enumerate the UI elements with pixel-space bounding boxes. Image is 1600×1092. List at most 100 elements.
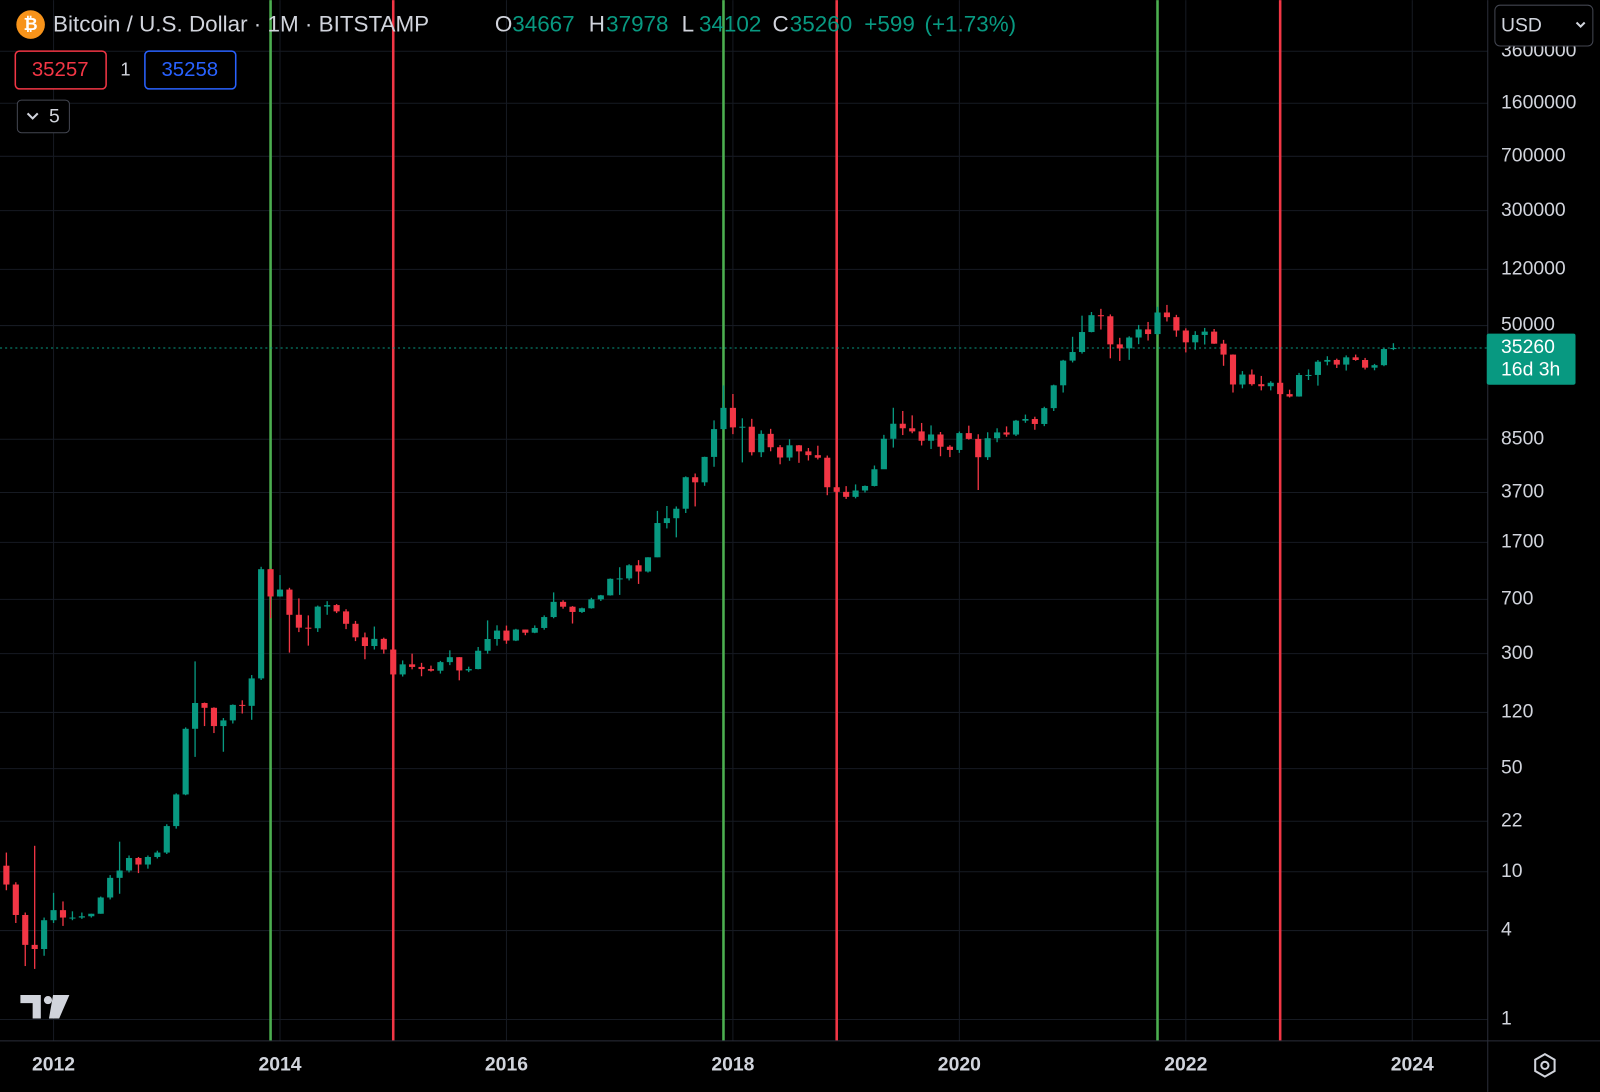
candle-body [342, 611, 350, 624]
x-tick-label: 2014 [258, 1054, 301, 1076]
price-tag-value: 35260 [1501, 336, 1555, 358]
candle-body [975, 438, 982, 458]
candle-body [871, 469, 878, 486]
candle-body [1041, 408, 1048, 424]
candle-body [654, 523, 661, 558]
y-tick-label: 120 [1501, 701, 1534, 723]
candle-body [531, 627, 538, 633]
candle-body [1145, 329, 1152, 335]
candle-body [918, 431, 925, 441]
candle-body [541, 617, 548, 628]
ohlc-label: H [589, 12, 605, 37]
candle-body [399, 664, 406, 675]
buy-price: 35258 [161, 59, 218, 81]
settings-icon [1540, 1060, 1550, 1070]
candle-body [1154, 312, 1161, 335]
candle-body [890, 423, 897, 439]
chart-title[interactable]: Bitcoin / U.S. Dollar · 1M · BITSTAMP [53, 12, 429, 37]
candle-body [720, 407, 727, 430]
candle-body [1097, 315, 1104, 317]
candle-body [135, 858, 142, 865]
y-tick-label: 300000 [1501, 199, 1566, 221]
candle-body [1267, 382, 1274, 387]
candle-body [484, 639, 491, 651]
candle-body [1362, 359, 1369, 368]
candle-body [427, 669, 435, 671]
candle-body [522, 629, 529, 633]
candle-body [767, 433, 774, 448]
candle-body [758, 433, 765, 453]
ohlc-value: 34667 [512, 12, 574, 37]
bitcoin-icon [16, 10, 45, 39]
candle-body [909, 428, 916, 432]
candle-body [493, 630, 501, 640]
candle-body [1060, 360, 1067, 386]
candle-body [880, 438, 887, 470]
sell-button[interactable] [14, 50, 107, 90]
settings-button[interactable] [1534, 1052, 1556, 1078]
candle-body [1324, 359, 1331, 362]
price-tag-countdown: 16d 3h [1501, 359, 1560, 381]
candle-body [1031, 418, 1038, 424]
candle-body [286, 589, 293, 615]
buy-button[interactable] [144, 50, 237, 90]
candle-body [1201, 331, 1208, 335]
candle-body [1258, 384, 1265, 387]
candle-body [1078, 332, 1086, 353]
candle-body [116, 870, 123, 878]
candle-body [1163, 312, 1171, 318]
candle-body [154, 852, 161, 857]
candle-body [899, 423, 906, 429]
indicators-count: 5 [49, 106, 60, 128]
candle-body [843, 491, 850, 497]
candle-body [1022, 418, 1029, 421]
candle-body [258, 569, 265, 679]
candle-body [88, 913, 95, 917]
candle-body [163, 826, 170, 853]
candle-body [777, 447, 784, 458]
candle-body [710, 429, 718, 457]
candle-body [965, 433, 972, 439]
candle-body [229, 704, 236, 721]
candle-body [333, 605, 340, 612]
trade-panel: 35257 1 35258 5 [14, 50, 237, 134]
candle-body [12, 884, 19, 915]
indicators-toggle[interactable] [16, 99, 70, 134]
currency-button[interactable] [1494, 4, 1594, 47]
candle-body [852, 490, 859, 497]
candle-body [295, 614, 302, 628]
candle-body [946, 446, 953, 450]
candle-body [465, 669, 472, 671]
candle-body [173, 794, 180, 827]
candle-body [682, 477, 689, 509]
y-tick-label: 120000 [1501, 258, 1566, 280]
candle-body [352, 623, 359, 638]
candle-body [125, 858, 133, 871]
candle-body [475, 650, 482, 670]
candle-body [814, 455, 821, 458]
candle-body [597, 595, 604, 600]
y-tick-label: 300 [1501, 642, 1534, 664]
candle-body [644, 557, 652, 572]
candle-body [1003, 432, 1010, 435]
ohlc-label: L [682, 12, 694, 37]
candle-body [1050, 385, 1057, 409]
tradingview-logo [20, 994, 70, 1019]
candle-body [729, 407, 736, 428]
bitcoin-symbol: ₿ [24, 14, 38, 34]
header: ₿ Bitcoin / U.S. Dollar · 1M · BITSTAMP … [16, 10, 1016, 39]
candle-body [305, 627, 312, 629]
candle-body [69, 917, 76, 919]
candle-body [1277, 382, 1284, 395]
marks [0, 0, 1488, 1041]
change: +599 [864, 12, 915, 37]
candle-body [78, 916, 85, 918]
candle-body [824, 457, 831, 488]
candle-body [59, 910, 67, 918]
candle-body [1333, 359, 1340, 365]
candle-body [239, 704, 246, 706]
candle-body [937, 434, 944, 447]
candle-body [210, 707, 218, 727]
candle-body [1220, 343, 1227, 355]
candle-body [786, 445, 793, 458]
